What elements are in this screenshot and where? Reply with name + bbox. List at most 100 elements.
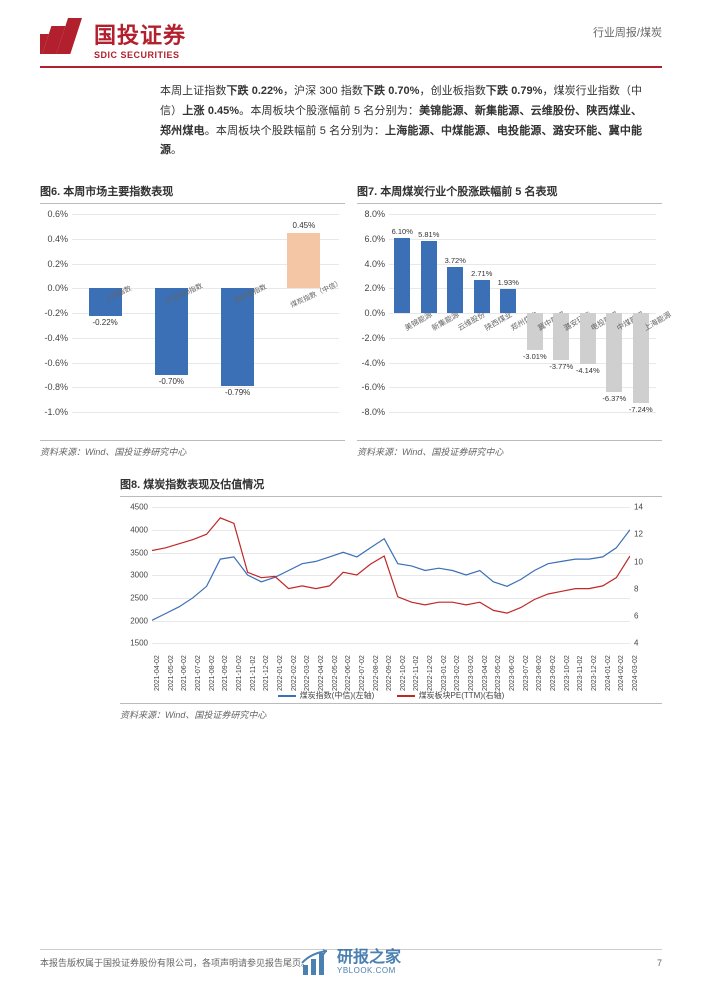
legend-series2: 煤炭板块PE(TTM)(右轴) (397, 690, 505, 701)
xtick-label: 2021-09-02 (222, 655, 229, 691)
xtick-label: 2023-01-02 (441, 655, 448, 691)
xtick-label: 2022-02-02 (291, 655, 298, 691)
bar-value-label: 2.71% (467, 269, 497, 278)
bar-value-label: -4.14% (573, 366, 603, 375)
xtick-label: 2023-04-02 (482, 655, 489, 691)
ytick-right: 14 (634, 503, 643, 512)
watermark-cn: 研报之家 (337, 950, 401, 967)
xtick-label: 2022-09-02 (386, 655, 393, 691)
header-rule (40, 66, 662, 68)
bar-value-label: -3.77% (546, 362, 576, 371)
intro-t: ，创业板指数 (419, 85, 486, 97)
xtick-label: 2022-03-02 (304, 655, 311, 691)
xtick-label: 2024-02-02 (618, 655, 625, 691)
ytick-right: 10 (634, 557, 643, 566)
logo-cn: 国投证券 (94, 18, 186, 50)
ytick-label: -2.0% (361, 333, 385, 343)
ytick-label: -6.0% (361, 382, 385, 392)
xtick-label: 2021-04-02 (154, 655, 161, 691)
xtick-label: 2022-05-02 (332, 655, 339, 691)
chart8-source: 资料来源：Wind、国投证券研究中心 (120, 703, 662, 721)
footer-disclaimer: 本报告版权属于国投证券股份有限公司，各项声明请参见报告尾页。 (40, 956, 310, 969)
ytick-label: -0.8% (44, 382, 68, 392)
bar (500, 289, 516, 313)
xtick-label: 2022-07-02 (359, 655, 366, 691)
bar (421, 241, 437, 313)
chart8-panel: 图8. 煤炭指数表现及估值情况 450040003500300025002000… (120, 472, 662, 721)
ytick-label: 0.2% (47, 259, 68, 269)
xtick-label: 2021-11-02 (250, 656, 257, 691)
chart8-title: 图8. 煤炭指数表现及估值情况 (120, 472, 662, 497)
xtick-label: 2023-03-02 (468, 655, 475, 691)
legend-label: 煤炭板块PE(TTM)(右轴) (419, 690, 505, 701)
ytick-right: 12 (634, 530, 643, 539)
watermark-en: YBLOOK.COM (337, 967, 401, 975)
bar-value-label: -0.22% (75, 318, 135, 327)
xtick-label: 2022-01-02 (277, 655, 284, 691)
chart6-title: 图6. 本周市场主要指数表现 (40, 179, 345, 204)
chart7-panel: 图7. 本周煤炭行业个股涨跌幅前 5 名表现 6.10%美锦能源5.81%新集能… (357, 179, 662, 458)
intro-t: 本周上证指数 (160, 85, 226, 97)
intro-t: 。本周板块个股涨幅前 5 名分别为： (239, 105, 419, 117)
intro-paragraph: 本周上证指数下跌 0.22%，沪深 300 指数下跌 0.70%，创业板指数下跌… (160, 82, 642, 161)
bar (287, 233, 320, 289)
intro-t: 。 (171, 144, 182, 156)
logo-text: 国投证券 SDIC SECURITIES (94, 18, 186, 60)
xtick-label: 2024-03-02 (632, 655, 639, 691)
xtick-label: 2022-10-02 (400, 655, 407, 691)
bar-value-label: 0.45% (274, 221, 334, 230)
ytick-left: 2000 (130, 616, 148, 625)
xtick-label: 2023-11-02 (577, 656, 584, 691)
ytick-left: 4500 (130, 503, 148, 512)
watermark: 研报之家 YBLOOK.COM (301, 949, 401, 977)
ytick-right: 6 (634, 611, 638, 620)
xtick-label: 2023-12-02 (591, 655, 598, 691)
bar-value-label: -0.79% (208, 388, 268, 397)
ytick-left: 1500 (130, 639, 148, 648)
ytick-label: 0.4% (47, 234, 68, 244)
chart8: 4500400035003000250020001500141210864202… (120, 501, 662, 701)
legend-label: 煤炭指数(中信)(左轴) (300, 690, 375, 701)
ytick-label: 0.6% (47, 209, 68, 219)
watermark-text: 研报之家 YBLOOK.COM (337, 950, 401, 975)
chart7: 6.10%美锦能源5.81%新集能源3.72%云维股份2.71%陕西煤业1.93… (357, 208, 662, 438)
bar-value-label: -6.37% (599, 394, 629, 403)
xtick-label: 2022-11-02 (413, 656, 420, 691)
chart6: -0.22%上证指数-0.70%沪深300指数-0.79%创业板指数0.45%煤… (40, 208, 345, 438)
ytick-label: -4.0% (361, 358, 385, 368)
xtick-label: 2023-09-02 (550, 655, 557, 691)
bar-value-label: 3.72% (440, 256, 470, 265)
legend-series1: 煤炭指数(中信)(左轴) (278, 690, 375, 701)
ytick-label: 4.0% (364, 259, 385, 269)
intro-b: 下跌 0.70% (363, 85, 419, 97)
logo: 国投证券 SDIC SECURITIES (40, 18, 186, 60)
ytick-label: 6.0% (364, 234, 385, 244)
intro-b: 下跌 0.22% (226, 85, 282, 97)
xtick-label: 2023-10-02 (564, 655, 571, 691)
ytick-label: -1.0% (44, 407, 68, 417)
ytick-left: 4000 (130, 525, 148, 534)
bar-value-label: -3.01% (520, 352, 550, 361)
legend-swatch-icon (278, 695, 296, 697)
ytick-left: 3500 (130, 548, 148, 557)
ytick-left: 3000 (130, 571, 148, 580)
bar-value-label: -0.70% (141, 377, 201, 386)
ytick-right: 4 (634, 639, 638, 648)
ytick-label: 2.0% (364, 283, 385, 293)
chart7-title: 图7. 本周煤炭行业个股涨跌幅前 5 名表现 (357, 179, 662, 204)
xtick-label: 2022-06-02 (345, 655, 352, 691)
ytick-label: -0.4% (44, 333, 68, 343)
chart8-svg (152, 507, 630, 643)
bar (447, 267, 463, 313)
xtick-label: 2023-08-02 (536, 655, 543, 691)
charts-row: 图6. 本周市场主要指数表现 -0.22%上证指数-0.70%沪深300指数-0… (40, 179, 662, 458)
bar-value-label: -7.24% (626, 405, 656, 414)
xtick-label: 2021-10-02 (236, 655, 243, 691)
ytick-label: -0.2% (44, 308, 68, 318)
intro-b: 上涨 0.45% (182, 105, 239, 117)
xtick-label: 2022-12-02 (427, 655, 434, 691)
ytick-label: 8.0% (364, 209, 385, 219)
xtick-label: 2023-06-02 (509, 655, 516, 691)
intro-t: 。本周板块个股跌幅前 5 名分别为： (205, 125, 385, 137)
bar-value-label: 1.93% (493, 278, 523, 287)
